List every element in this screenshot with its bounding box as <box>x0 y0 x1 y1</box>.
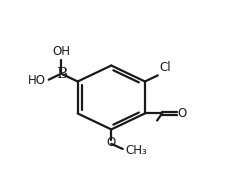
Text: CH₃: CH₃ <box>126 144 147 157</box>
Text: O: O <box>107 135 116 149</box>
Text: Cl: Cl <box>159 61 171 74</box>
Text: B: B <box>56 67 67 81</box>
Text: O: O <box>177 107 187 120</box>
Text: HO: HO <box>27 74 45 87</box>
Text: OH: OH <box>52 45 70 58</box>
